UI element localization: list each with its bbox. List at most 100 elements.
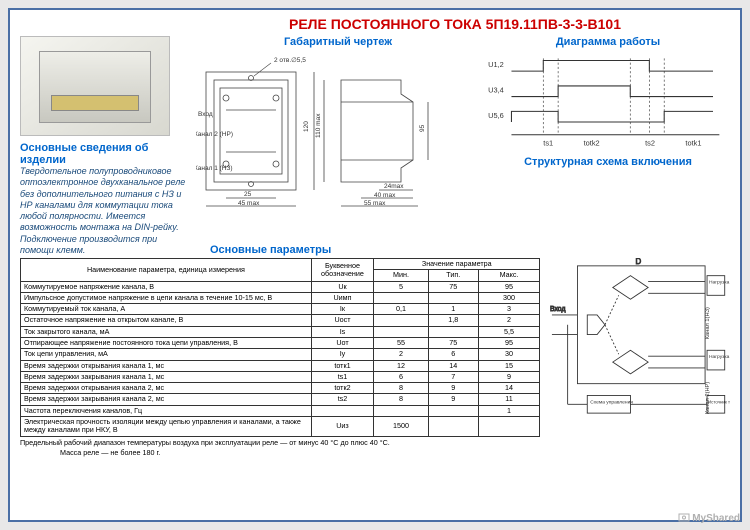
cell-max: 14 [478, 383, 540, 394]
cell-min [374, 292, 429, 303]
top-row: Основные сведения об изделии Твердотельн… [20, 36, 730, 256]
cell-max: 1 [478, 405, 540, 416]
cell-max: 300 [478, 292, 540, 303]
table-row: Время задержки открывания канала 1, мсtо… [21, 360, 540, 371]
cell-sym: Iу [311, 349, 373, 360]
cell-max: 30 [478, 349, 540, 360]
cell-name: Коммутируемый ток канала, А [21, 304, 312, 315]
cell-min: 5 [374, 281, 429, 292]
svg-text:95: 95 [419, 124, 426, 132]
table-row: Время задержки открывания канала 2, мсtо… [21, 383, 540, 394]
cell-min: 55 [374, 337, 429, 348]
footnote-1: Предельный рабочий диапазон температуры … [20, 439, 540, 448]
watermark: MyShared [678, 511, 740, 524]
svg-text:Канал 2(НР): Канал 2(НР) [705, 382, 711, 415]
svg-text:45 max: 45 max [238, 200, 260, 207]
cell-typ: 75 [428, 281, 478, 292]
svg-text:Нагрузка: Нагрузка [709, 354, 730, 360]
cell-typ: 7 [428, 371, 478, 382]
cell-min [374, 326, 429, 337]
cell-typ: 1 [428, 304, 478, 315]
cell-min: 1500 [374, 416, 429, 436]
cell-typ: 9 [428, 383, 478, 394]
cell-min [374, 315, 429, 326]
svg-text:Нагрузка: Нагрузка [709, 280, 730, 286]
cell-typ: 9 [428, 394, 478, 405]
cell-typ [428, 405, 478, 416]
svg-text:totk1: totk1 [685, 138, 701, 147]
cell-typ: 1,8 [428, 315, 478, 326]
cell-max: 2 [478, 315, 540, 326]
th-typ: Тип. [428, 270, 478, 281]
cell-max: 15 [478, 360, 540, 371]
structural-diagram: D Вход [548, 258, 730, 458]
struct-heading: Структурная схема включения [486, 156, 730, 168]
cell-max: 11 [478, 394, 540, 405]
table-row: Остаточное напряжение на открытом канале… [21, 315, 540, 326]
cell-sym: Uк [311, 281, 373, 292]
cell-min: 8 [374, 394, 429, 405]
cell-sym: Uост [311, 315, 373, 326]
cell-max: 95 [478, 337, 540, 348]
cell-max: 5,5 [478, 326, 540, 337]
cell-min: 6 [374, 371, 429, 382]
cell-sym: Uимп [311, 292, 373, 303]
svg-text:24max: 24max [384, 183, 404, 190]
th-val: Значение параметра [374, 259, 540, 270]
cell-name: Время задержки открывания канала 2, мс [21, 383, 312, 394]
cell-name: Импульсное допустимое напряжение в цепи … [21, 292, 312, 303]
cell-typ: 6 [428, 349, 478, 360]
cell-name: Ток цепи управления, мА [21, 349, 312, 360]
cell-typ: 14 [428, 360, 478, 371]
cell-sym: Is [311, 326, 373, 337]
params-table: Наименование параметра, единица измерени… [20, 258, 540, 437]
svg-text:25: 25 [244, 191, 252, 198]
drawing-heading: Габаритный чертеж [196, 36, 480, 48]
cell-name: Ток закрытого канала, мА [21, 326, 312, 337]
page-title: РЕЛЕ ПОСТОЯННОГО ТОКА 5П19.11ПВ-3-3-В101 [180, 16, 730, 32]
svg-text:totk2: totk2 [584, 138, 600, 147]
cell-sym: tотк1 [311, 360, 373, 371]
info-heading: Основные сведения об изделии [20, 142, 190, 166]
cell-sym: ts1 [311, 371, 373, 382]
cell-name: Коммутируемое напряжение канала, В [21, 281, 312, 292]
th-max: Макс. [478, 270, 540, 281]
th-min: Мин. [374, 270, 429, 281]
photo-column: Основные сведения об изделии Твердотельн… [20, 36, 190, 256]
params-table-wrap: Наименование параметра, единица измерени… [20, 258, 540, 458]
svg-text:Канал 1(НЗ): Канал 1(НЗ) [705, 307, 711, 339]
cell-min: 12 [374, 360, 429, 371]
diagram-heading: Диаграмма работы [486, 36, 730, 48]
table-row: Ток цепи управления, мАIу2630 [21, 349, 540, 360]
cell-sym [311, 405, 373, 416]
cell-sym: tотк2 [311, 383, 373, 394]
svg-text:40 max: 40 max [374, 192, 396, 199]
cell-name: Отпирающее напряжение постоянного тока ц… [21, 337, 312, 348]
cell-max: 3 [478, 304, 540, 315]
svg-text:U3,4: U3,4 [488, 85, 504, 94]
table-row: Ток закрытого канала, мАIs 5,5 [21, 326, 540, 337]
diagram-column: Диаграмма работы [480, 36, 730, 256]
cell-typ [428, 326, 478, 337]
svg-text:Канал 2 (НР): Канал 2 (НР) [196, 131, 233, 138]
cell-min [374, 405, 429, 416]
table-row: Электрическая прочность изоляции между ц… [21, 416, 540, 436]
cell-max [478, 416, 540, 436]
svg-text:Вход: Вход [198, 111, 213, 118]
product-photo [20, 36, 170, 136]
cell-sym: ts2 [311, 394, 373, 405]
svg-text:ts1: ts1 [543, 138, 553, 147]
cell-name: Время задержки закрывания канала 2, мс [21, 394, 312, 405]
cell-min: 8 [374, 383, 429, 394]
cell-name: Частота переключения каналов, Гц [21, 405, 312, 416]
cell-typ: 75 [428, 337, 478, 348]
cell-max: 95 [478, 281, 540, 292]
svg-text:110 max: 110 max [315, 113, 322, 138]
drawing-column: Габаритный чертеж [190, 36, 480, 256]
svg-text:Канал 1 (НЗ): Канал 1 (НЗ) [196, 165, 233, 172]
timing-diagram: U1,2 U3,4 U5,6 ts1 totk2 ts2 totk1 [486, 52, 730, 142]
svg-text:ts2: ts2 [645, 138, 655, 147]
cell-min: 2 [374, 349, 429, 360]
table-row: Время задержки закрывания канала 2, мсts… [21, 394, 540, 405]
th-sym: Буквенное обозначение [311, 259, 373, 282]
